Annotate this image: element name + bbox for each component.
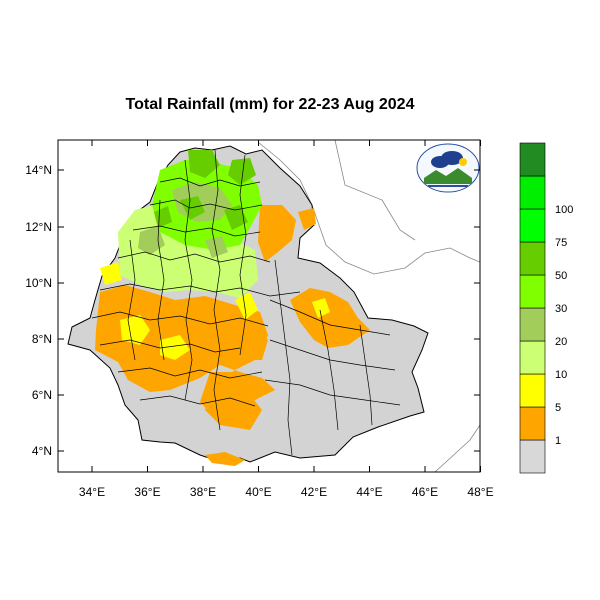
colorbar-label: 50 xyxy=(555,270,567,282)
colorbar-box xyxy=(519,340,546,375)
colorbar-label: 10 xyxy=(555,369,567,381)
colorbar-box xyxy=(519,175,546,210)
colorbar-box xyxy=(519,439,546,474)
colorbar-label: 5 xyxy=(555,402,561,414)
colorbar-box xyxy=(519,274,546,309)
lon-label: 40°E xyxy=(245,485,271,499)
ethiopian-meteorology-institute-logo xyxy=(416,143,480,193)
plot-frame xyxy=(57,139,481,473)
y-axis: 14°N 12°N 10°N 8°N 6°N 4°N xyxy=(25,163,480,458)
region-boundaries xyxy=(91,149,401,456)
map-panel xyxy=(67,140,480,472)
lon-label: 42°E xyxy=(301,485,327,499)
x-axis: 34°E 36°E 38°E 40°E 42°E 44°E 46°E 48°E xyxy=(79,140,494,499)
colorbar-box xyxy=(519,142,546,177)
lon-label: 46°E xyxy=(412,485,438,499)
map-title: Total Rainfall (mm) for 22-23 Aug 2024 xyxy=(125,96,415,113)
rainfall-green xyxy=(154,150,256,230)
lon-label: 34°E xyxy=(79,485,105,499)
colorbar-box xyxy=(519,241,546,276)
colorbar-box xyxy=(519,406,546,441)
lon-label: 44°E xyxy=(356,485,382,499)
colorbar-box xyxy=(519,307,546,342)
lon-label: 36°E xyxy=(134,485,160,499)
lat-label: 6°N xyxy=(32,388,52,402)
colorbar-label: 100 xyxy=(555,204,573,216)
colorbar-label: 30 xyxy=(555,303,567,315)
lat-label: 4°N xyxy=(32,444,52,458)
colorbar: 1 5 10 20 30 50 75 100 xyxy=(519,142,573,474)
colorbar-label: 1 xyxy=(555,435,561,447)
colorbar-label: 20 xyxy=(555,336,567,348)
lat-label: 8°N xyxy=(32,332,52,346)
neighbor-borders xyxy=(257,140,480,472)
colorbar-label: 75 xyxy=(555,237,567,249)
lat-label: 12°N xyxy=(25,220,52,234)
lat-label: 14°N xyxy=(25,163,52,177)
colorbar-box xyxy=(519,208,546,243)
colorbar-box xyxy=(519,373,546,408)
lon-label: 48°E xyxy=(467,485,493,499)
lat-label: 10°N xyxy=(25,276,52,290)
lon-label: 38°E xyxy=(190,485,216,499)
